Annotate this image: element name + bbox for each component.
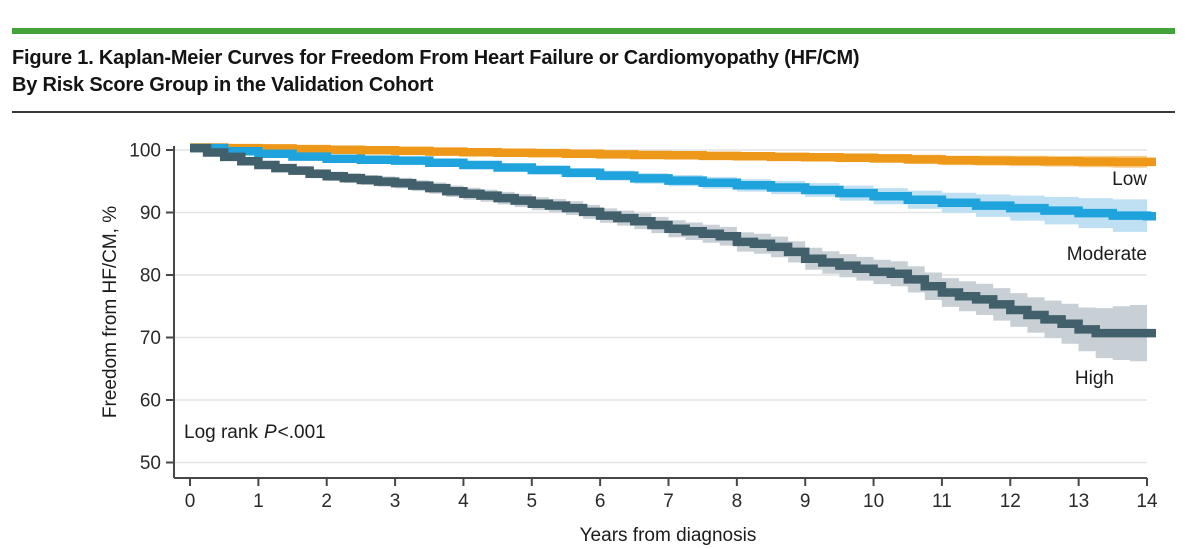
figure-title-block: Figure 1. Kaplan-Meier Curves for Freedo… bbox=[12, 45, 1175, 99]
x-tick-label-0: 0 bbox=[185, 491, 196, 512]
y-tick-label-100: 100 bbox=[129, 141, 161, 162]
y-tick-label-50: 50 bbox=[140, 453, 161, 474]
x-tick-label-10: 10 bbox=[863, 491, 884, 512]
x-tick-label-2: 2 bbox=[321, 491, 332, 512]
y-tick-label-60: 60 bbox=[140, 391, 161, 412]
log-rank-p-symbol: P bbox=[264, 422, 277, 443]
y-axis-label: Freedom from HF/CM, % bbox=[100, 206, 121, 418]
log-rank-value: <.001 bbox=[278, 422, 326, 443]
curve-label-high: High bbox=[1075, 368, 1114, 389]
x-tick-label-1: 1 bbox=[253, 491, 264, 512]
x-tick-label-4: 4 bbox=[458, 491, 469, 512]
curve-label-moderate: Moderate bbox=[1067, 244, 1147, 265]
x-axis-label: Years from diagnosis bbox=[580, 525, 757, 546]
curve-high bbox=[190, 143, 1156, 338]
figure-title: Figure 1. Kaplan-Meier Curves for Freedo… bbox=[12, 47, 860, 69]
curve-low bbox=[190, 143, 1156, 167]
curve-moderate bbox=[190, 143, 1156, 221]
x-tick-label-12: 12 bbox=[1000, 491, 1021, 512]
x-tick-label-3: 3 bbox=[390, 491, 401, 512]
x-tick-label-5: 5 bbox=[526, 491, 537, 512]
y-tick-label-80: 80 bbox=[140, 266, 161, 287]
survival-curves bbox=[190, 143, 1156, 338]
title-divider bbox=[12, 111, 1175, 113]
y-tick-label-70: 70 bbox=[140, 328, 161, 349]
x-tick-label-6: 6 bbox=[595, 491, 606, 512]
x-tick-label-14: 14 bbox=[1136, 491, 1158, 512]
axes bbox=[166, 146, 1148, 486]
x-tick-label-9: 9 bbox=[800, 491, 811, 512]
log-rank-prefix: Log rank bbox=[184, 422, 258, 443]
x-tick-label-13: 13 bbox=[1068, 491, 1089, 512]
x-tick-label-11: 11 bbox=[932, 491, 952, 512]
curve-label-low: Low bbox=[1112, 169, 1147, 190]
log-rank-annotation: Log rank P<.001 bbox=[184, 422, 326, 443]
figure-subtitle: By Risk Score Group in the Validation Co… bbox=[12, 74, 434, 96]
accent-bar bbox=[12, 28, 1175, 34]
x-tick-label-8: 8 bbox=[732, 491, 743, 512]
y-tick-label-90: 90 bbox=[140, 203, 161, 224]
x-tick-label-7: 7 bbox=[663, 491, 674, 512]
